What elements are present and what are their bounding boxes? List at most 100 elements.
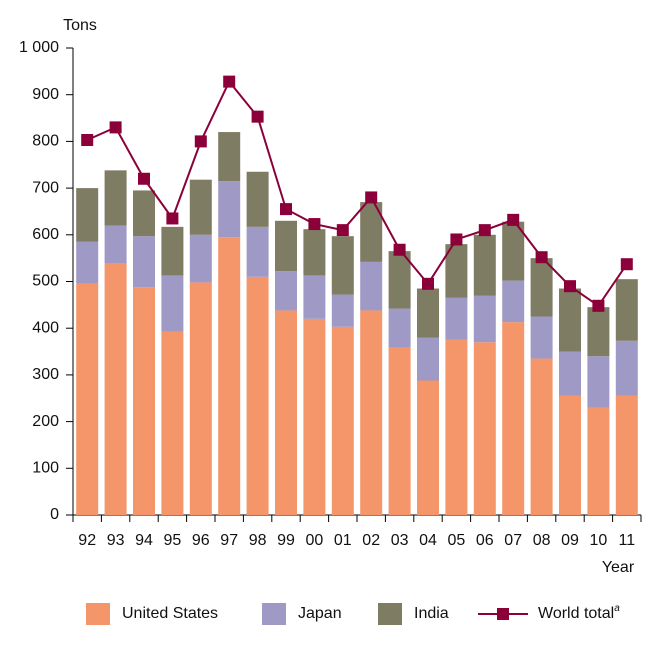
x-tick-label: 94 (135, 532, 153, 549)
bar-segment (615, 395, 638, 515)
bar-segment (502, 280, 525, 323)
x-tick-label: 11 (618, 532, 635, 549)
legend-label: United States (122, 605, 218, 622)
bar-segment (303, 275, 326, 319)
bar-segment (246, 276, 269, 515)
line-marker (336, 224, 349, 237)
y-tick-label: 200 (32, 413, 59, 430)
bar-segment (417, 337, 439, 381)
bar-segment (360, 202, 383, 262)
bar-segment (587, 407, 610, 515)
legend-label: World totala (538, 603, 620, 623)
bar-segment (161, 331, 184, 515)
line-marker (564, 280, 576, 293)
y-tick-label: 700 (32, 179, 59, 196)
bar-segment (218, 132, 241, 182)
bar-segment (133, 236, 155, 288)
x-tick-label: 00 (306, 532, 324, 549)
bar-segment (417, 288, 439, 338)
bar-segment (303, 229, 326, 276)
y-tick-label: 1 000 (19, 39, 59, 56)
legend-label: India (414, 605, 449, 622)
bar-segment (303, 318, 326, 515)
bar-segment (502, 322, 525, 515)
bar-segment (559, 288, 581, 352)
line-marker (81, 133, 94, 146)
bar-segment (388, 251, 411, 309)
legend-marker (497, 608, 509, 620)
bar-segment (104, 225, 127, 264)
bar-segment (331, 236, 354, 295)
x-tick-label: 06 (476, 532, 494, 549)
bar-segment (218, 237, 241, 515)
line-marker (251, 110, 264, 123)
line-marker (450, 233, 463, 246)
bar-segment (189, 234, 212, 283)
x-tick-label: 10 (590, 532, 608, 549)
bar-segment (445, 339, 468, 515)
bar-segment (133, 190, 155, 237)
bar-segment (615, 340, 638, 396)
bar-segment (445, 297, 468, 340)
bar-segment (530, 258, 553, 317)
x-tick-label: 98 (249, 532, 267, 549)
x-tick-label: 04 (419, 532, 437, 549)
bar-segment (615, 279, 638, 341)
line-marker (280, 203, 292, 216)
y-tick-label: 400 (32, 319, 59, 336)
x-tick-label: 01 (334, 532, 352, 549)
bar-segment (445, 244, 468, 298)
legend-swatch (262, 603, 286, 625)
legend-footnote: a (614, 603, 620, 614)
x-axis-label: Year (602, 559, 635, 576)
x-tick-label: 05 (448, 532, 466, 549)
line-marker (223, 75, 236, 88)
bar-segment (104, 263, 127, 515)
y-tick-label: 500 (32, 273, 59, 290)
bar-segment (246, 171, 269, 227)
bar-segment (133, 287, 155, 515)
bar-segment (161, 226, 184, 276)
y-tick-label: 0 (50, 506, 59, 523)
line-marker (109, 121, 122, 134)
legend-label: Japan (298, 605, 342, 622)
bar-segment (530, 358, 553, 515)
line-marker (166, 212, 179, 225)
x-tick-label: 95 (164, 532, 182, 549)
bar-segment (417, 380, 439, 515)
line-marker (138, 172, 150, 185)
y-tick-label: 800 (32, 133, 59, 150)
x-tick-label: 09 (561, 532, 579, 549)
legend-swatch (86, 603, 110, 625)
bar-segment (76, 283, 99, 515)
x-tick-label: 97 (220, 532, 238, 549)
bar-segment (360, 310, 383, 515)
line-marker (393, 243, 406, 256)
line-marker (620, 258, 633, 271)
bar-segment (473, 342, 496, 515)
bar-segment (331, 294, 354, 327)
x-tick-label: 93 (107, 532, 125, 549)
line-marker (194, 135, 207, 148)
bar-segment (587, 356, 610, 408)
bar-segment (246, 226, 269, 277)
bar-segment (530, 316, 553, 359)
x-tick-label: 03 (391, 532, 409, 549)
y-axis-label: Tons (63, 17, 97, 34)
bar-segment (161, 275, 184, 332)
y-tick-label: 900 (32, 86, 59, 103)
line-marker (422, 277, 434, 290)
bar-segment (473, 295, 496, 343)
y-tick-label: 600 (32, 226, 59, 243)
x-tick-label: 02 (362, 532, 380, 549)
bar-segment (559, 351, 581, 396)
line-marker (507, 213, 520, 226)
bar-segment (331, 326, 354, 515)
bar-segment (473, 234, 496, 296)
bar-segment (189, 179, 212, 235)
legend-swatch (378, 603, 402, 625)
bar-segment (189, 282, 212, 515)
y-tick-label: 300 (32, 366, 59, 383)
x-tick-label: 96 (192, 532, 210, 549)
